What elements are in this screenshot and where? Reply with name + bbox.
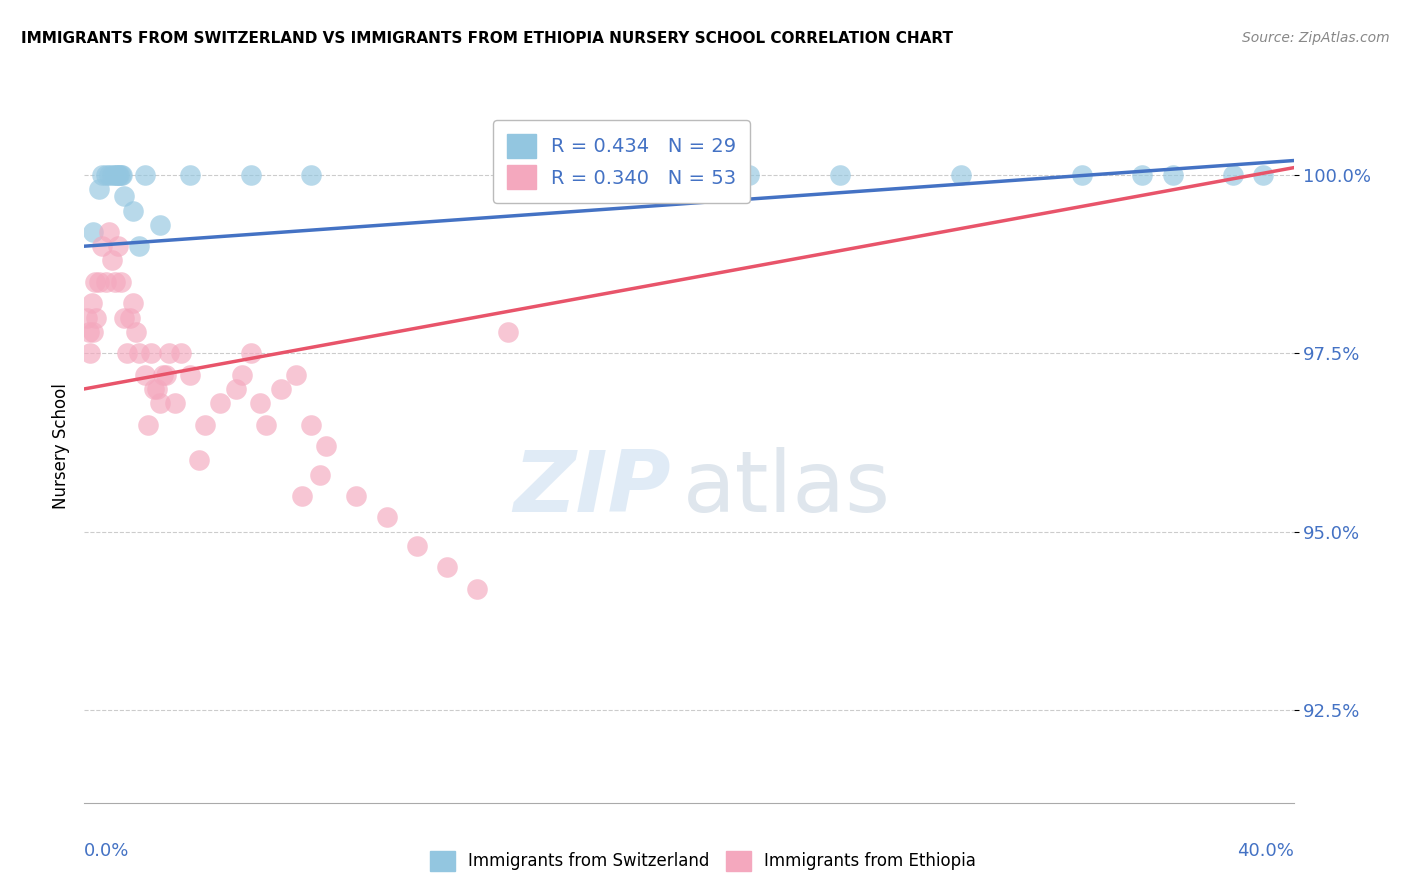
Point — [82, 325, 104, 339]
Point — [830, 168, 852, 182]
Point — [139, 346, 162, 360]
Point — [107, 168, 129, 182]
Point — [112, 189, 135, 203]
Point — [436, 560, 458, 574]
Point — [285, 368, 308, 382]
Point — [315, 439, 337, 453]
Point — [128, 239, 150, 253]
Point — [134, 368, 156, 382]
Point — [142, 382, 165, 396]
Point — [165, 396, 187, 410]
Point — [149, 218, 172, 232]
Point — [76, 310, 98, 325]
Point — [118, 310, 141, 325]
Point — [149, 396, 172, 410]
Point — [86, 310, 108, 325]
Point — [80, 296, 103, 310]
Point — [496, 325, 519, 339]
Point — [91, 239, 114, 253]
Point — [136, 417, 159, 432]
Legend: Immigrants from Switzerland, Immigrants from Ethiopia: Immigrants from Switzerland, Immigrants … — [422, 842, 984, 880]
Point — [134, 168, 156, 182]
Point — [291, 489, 314, 503]
Point — [231, 368, 253, 382]
Point — [94, 275, 117, 289]
Point — [104, 168, 127, 182]
Point — [309, 467, 332, 482]
Point — [125, 325, 148, 339]
Point — [155, 368, 177, 382]
Point — [89, 275, 111, 289]
Point — [512, 168, 534, 182]
Point — [299, 417, 322, 432]
Point — [950, 168, 973, 182]
Point — [121, 203, 143, 218]
Point — [77, 325, 100, 339]
Point — [104, 275, 127, 289]
Point — [105, 168, 128, 182]
Point — [375, 510, 398, 524]
Point — [110, 168, 132, 182]
Point — [89, 182, 111, 196]
Point — [94, 168, 117, 182]
Point — [738, 168, 761, 182]
Point — [97, 225, 120, 239]
Point — [299, 168, 322, 182]
Point — [111, 168, 134, 182]
Point — [91, 168, 114, 182]
Point — [179, 368, 201, 382]
Point — [225, 382, 247, 396]
Point — [179, 168, 201, 182]
Point — [115, 346, 138, 360]
Point — [1161, 168, 1184, 182]
Point — [146, 382, 169, 396]
Text: Source: ZipAtlas.com: Source: ZipAtlas.com — [1241, 31, 1389, 45]
Point — [1253, 168, 1275, 182]
Point — [157, 346, 180, 360]
Point — [107, 239, 129, 253]
Point — [82, 225, 104, 239]
Point — [1222, 168, 1244, 182]
Point — [100, 253, 122, 268]
Point — [254, 417, 277, 432]
Point — [467, 582, 489, 596]
Point — [249, 396, 271, 410]
Point — [112, 310, 135, 325]
Point — [170, 346, 193, 360]
Legend: R = 0.434   N = 29, R = 0.340   N = 53: R = 0.434 N = 29, R = 0.340 N = 53 — [494, 120, 751, 202]
Point — [194, 417, 217, 432]
Y-axis label: Nursery School: Nursery School — [52, 383, 70, 509]
Point — [270, 382, 292, 396]
Point — [209, 396, 232, 410]
Point — [100, 168, 122, 182]
Point — [121, 296, 143, 310]
Text: 40.0%: 40.0% — [1237, 842, 1294, 860]
Point — [79, 346, 101, 360]
Point — [239, 346, 262, 360]
Text: ZIP: ZIP — [513, 447, 671, 531]
Point — [1071, 168, 1094, 182]
Point — [188, 453, 211, 467]
Point — [108, 168, 131, 182]
Point — [128, 346, 150, 360]
Point — [406, 539, 429, 553]
Point — [84, 275, 107, 289]
Text: 0.0%: 0.0% — [84, 842, 129, 860]
Point — [152, 368, 174, 382]
Text: IMMIGRANTS FROM SWITZERLAND VS IMMIGRANTS FROM ETHIOPIA NURSERY SCHOOL CORRELATI: IMMIGRANTS FROM SWITZERLAND VS IMMIGRANT… — [21, 31, 953, 46]
Point — [239, 168, 262, 182]
Point — [346, 489, 368, 503]
Point — [97, 168, 120, 182]
Point — [110, 275, 132, 289]
Point — [1132, 168, 1154, 182]
Text: atlas: atlas — [683, 447, 891, 531]
